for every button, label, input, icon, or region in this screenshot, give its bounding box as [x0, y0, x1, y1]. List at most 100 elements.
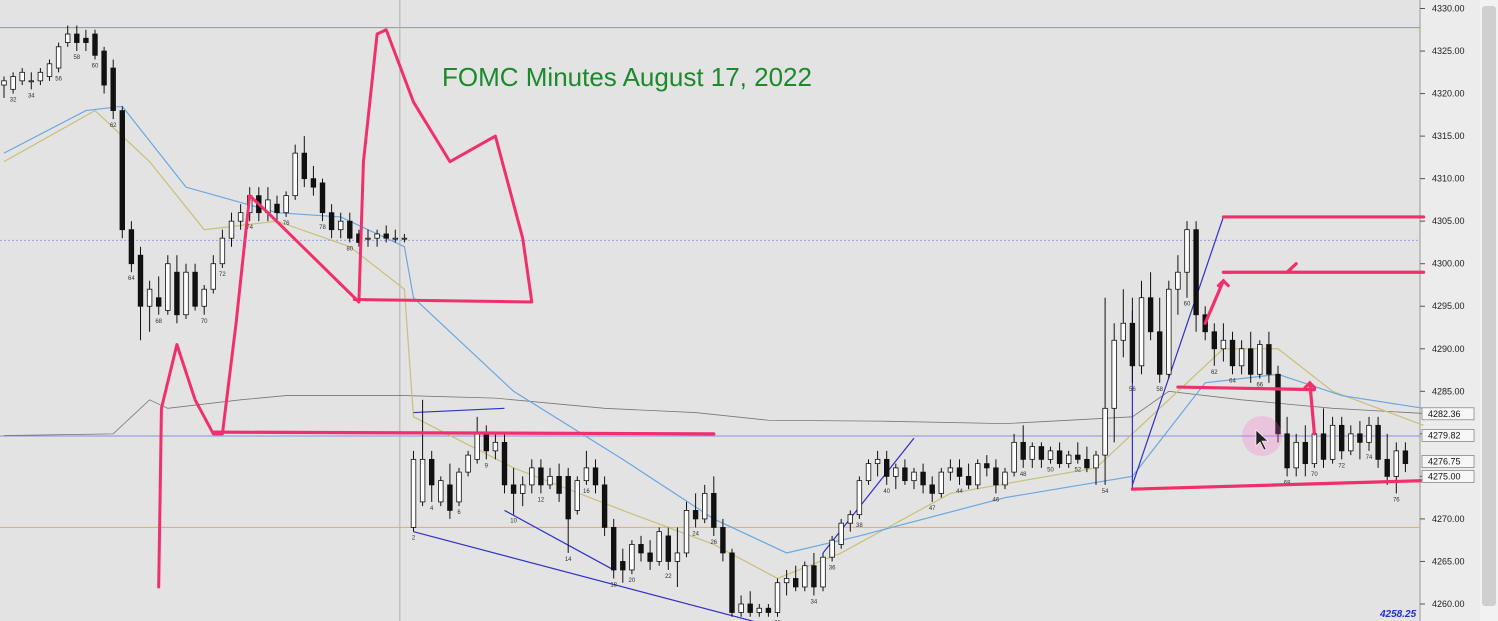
candle[interactable] [874, 450, 881, 477]
candle[interactable] [865, 459, 872, 485]
candle[interactable] [328, 204, 335, 239]
candle[interactable] [1093, 450, 1099, 485]
candle[interactable] [465, 450, 471, 477]
candle[interactable] [647, 540, 653, 570]
candle[interactable] [1339, 416, 1345, 460]
candle[interactable] [1002, 467, 1008, 490]
candle[interactable] [747, 591, 753, 617]
candle[interactable] [975, 459, 981, 490]
candle[interactable] [1211, 323, 1217, 366]
candle[interactable] [965, 463, 972, 490]
candle[interactable] [10, 72, 16, 94]
candle[interactable] [829, 535, 835, 562]
candle[interactable] [1175, 255, 1181, 315]
candle[interactable] [574, 476, 580, 515]
candle[interactable] [237, 204, 244, 230]
candle[interactable] [283, 191, 289, 217]
candle[interactable] [583, 450, 590, 485]
candle[interactable] [1302, 425, 1308, 477]
candle[interactable] [1147, 272, 1154, 341]
candle[interactable] [856, 476, 863, 519]
candle[interactable] [37, 68, 44, 86]
candle[interactable] [419, 399, 426, 507]
candle[interactable] [119, 106, 125, 239]
candle[interactable] [1402, 442, 1409, 473]
candle[interactable] [984, 455, 990, 477]
candle[interactable] [1184, 221, 1190, 298]
candle[interactable] [101, 46, 107, 94]
candle[interactable] [183, 263, 189, 320]
candle[interactable] [1138, 280, 1145, 375]
candle[interactable] [374, 229, 380, 247]
candle[interactable] [1220, 323, 1227, 362]
candle[interactable] [1129, 297, 1136, 383]
candle[interactable] [1011, 433, 1017, 477]
candle[interactable] [137, 246, 144, 341]
candle[interactable] [1329, 416, 1336, 464]
candle[interactable] [365, 229, 371, 247]
candle[interactable] [820, 552, 826, 592]
candle[interactable] [556, 463, 562, 502]
candle[interactable] [765, 603, 772, 617]
candle[interactable] [219, 229, 226, 268]
candle[interactable] [1275, 365, 1281, 443]
candle[interactable] [793, 565, 799, 592]
candle[interactable] [592, 459, 599, 494]
candle[interactable] [520, 476, 526, 507]
candle[interactable] [456, 467, 462, 507]
candle[interactable] [438, 476, 444, 507]
candle[interactable] [656, 527, 662, 566]
scrollbar-thumb[interactable] [1482, 6, 1496, 606]
candle[interactable] [228, 212, 235, 247]
candle[interactable] [155, 276, 162, 315]
candle[interactable] [1229, 331, 1236, 375]
candle[interactable] [629, 540, 635, 575]
candle[interactable] [565, 467, 571, 553]
candle[interactable] [1375, 416, 1381, 468]
candle[interactable] [210, 255, 216, 294]
candle[interactable] [1075, 442, 1081, 464]
candle[interactable] [110, 59, 116, 120]
candle[interactable] [702, 484, 708, 524]
candle[interactable] [547, 467, 553, 490]
candle[interactable] [1166, 280, 1172, 379]
candle[interactable] [501, 433, 508, 494]
candle[interactable] [893, 463, 899, 490]
candle[interactable] [1320, 408, 1327, 468]
candle[interactable] [601, 476, 608, 536]
candle[interactable] [174, 255, 180, 324]
candle[interactable] [1357, 421, 1363, 460]
candle[interactable] [729, 548, 735, 617]
candle[interactable] [146, 280, 153, 332]
candle[interactable] [392, 229, 398, 243]
candle[interactable] [665, 527, 671, 570]
candle[interactable] [1348, 425, 1354, 456]
candle[interactable] [128, 221, 135, 273]
candle[interactable] [838, 518, 844, 549]
candle[interactable] [1047, 446, 1054, 464]
candle[interactable] [947, 459, 954, 481]
candle[interactable] [847, 510, 853, 532]
candle[interactable] [1157, 297, 1163, 383]
candle[interactable] [428, 450, 435, 502]
candle[interactable] [1111, 323, 1117, 443]
candle[interactable] [74, 25, 80, 52]
candle[interactable] [1248, 331, 1254, 383]
candle[interactable] [920, 463, 926, 494]
candle[interactable] [620, 548, 626, 583]
candle[interactable] [774, 578, 781, 617]
candle[interactable] [65, 25, 71, 47]
candle[interactable] [447, 463, 453, 519]
candle[interactable] [1102, 297, 1108, 485]
candle[interactable] [911, 467, 917, 490]
candle[interactable] [1084, 446, 1090, 473]
candle[interactable] [1066, 450, 1072, 468]
candle[interactable] [55, 42, 62, 73]
candle[interactable] [410, 450, 417, 532]
candle[interactable] [929, 476, 935, 502]
candle[interactable] [401, 233, 408, 243]
candle[interactable] [711, 476, 717, 536]
candle[interactable] [738, 595, 744, 617]
candle[interactable] [1038, 442, 1045, 468]
candle[interactable] [201, 284, 207, 315]
